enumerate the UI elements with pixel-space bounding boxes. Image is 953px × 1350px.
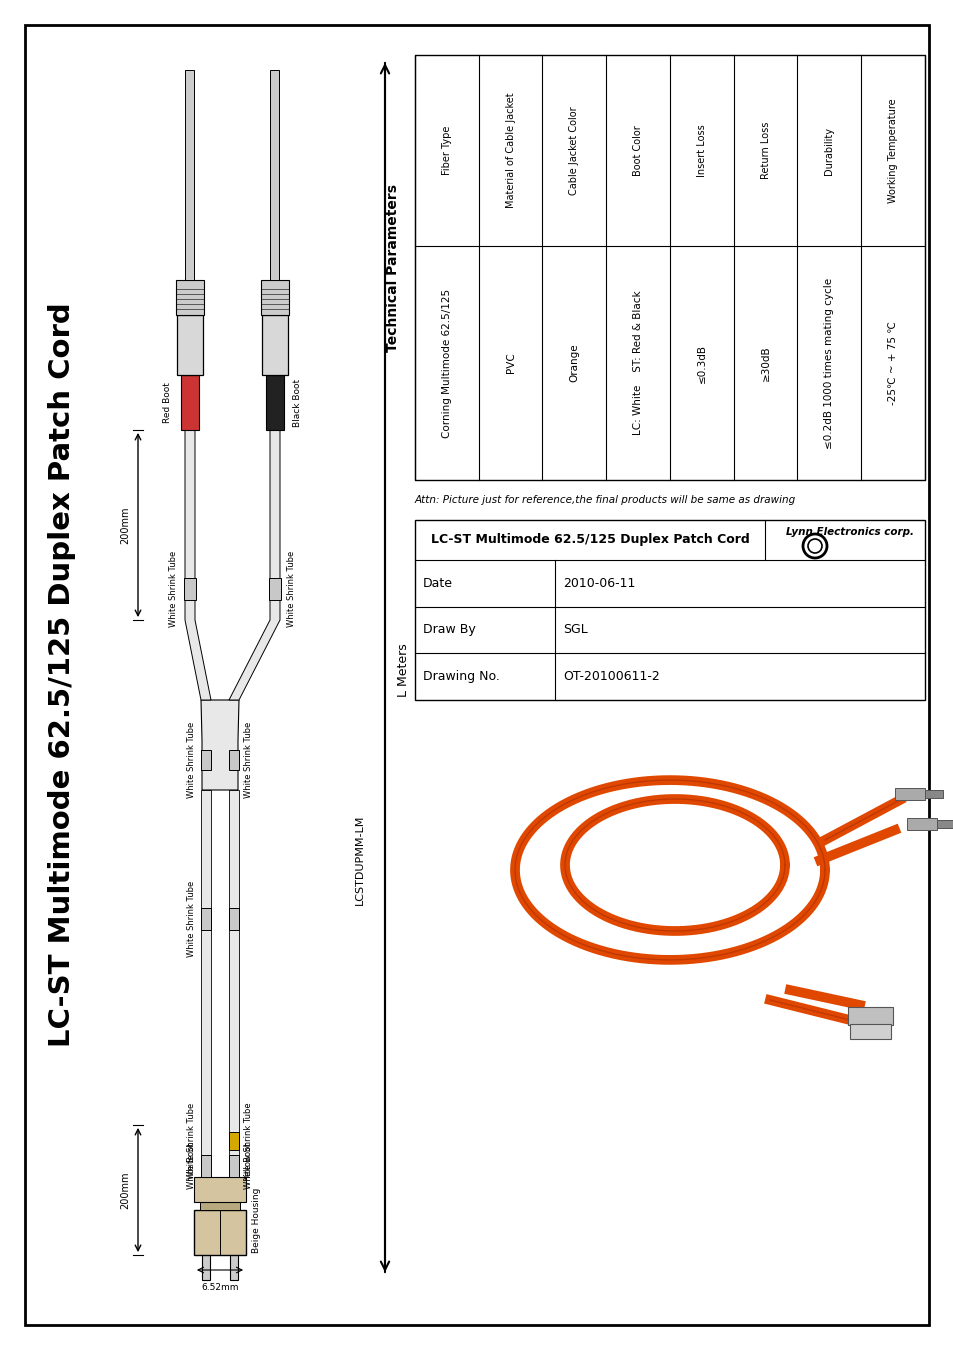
Text: White Shrink Tube: White Shrink Tube (244, 722, 253, 798)
Text: Draw By: Draw By (422, 624, 476, 636)
Bar (184, 578, 195, 599)
Bar (229, 1156, 239, 1177)
Bar (894, 788, 924, 801)
Bar (201, 909, 211, 930)
Bar (230, 1251, 237, 1280)
Text: Lynn Electronics corp.: Lynn Electronics corp. (785, 526, 913, 537)
Bar (175, 279, 204, 315)
Text: L Meters: L Meters (396, 643, 410, 697)
Text: Durability: Durability (823, 127, 834, 174)
Text: Technical Parameters: Technical Parameters (386, 184, 399, 351)
Polygon shape (229, 431, 280, 701)
Bar (261, 279, 289, 315)
Text: Material of Cable Jacket: Material of Cable Jacket (505, 93, 515, 208)
Text: -25℃ ~ + 75 ℃: -25℃ ~ + 75 ℃ (887, 321, 897, 405)
Bar (202, 1251, 210, 1280)
Text: Black Boot: Black Boot (293, 378, 302, 427)
Text: ≥30dB: ≥30dB (760, 346, 770, 381)
Text: Beige Housing: Beige Housing (252, 1187, 261, 1253)
Bar (271, 70, 279, 279)
Bar (201, 790, 211, 1156)
Text: LCSTDUPMM-LM: LCSTDUPMM-LM (355, 815, 365, 906)
Text: Return Loss: Return Loss (760, 122, 770, 180)
Text: White Boot: White Boot (187, 1142, 195, 1189)
Text: OT-20100611-2: OT-20100611-2 (562, 670, 659, 683)
Bar (185, 70, 194, 279)
Text: PVC: PVC (505, 352, 515, 374)
Text: Attn: Picture just for reference,the final products will be same as drawing: Attn: Picture just for reference,the fin… (415, 495, 796, 505)
Text: White Shrink Tube: White Shrink Tube (187, 1103, 195, 1179)
Bar (415, 520, 924, 701)
Bar (849, 1025, 890, 1040)
Bar (201, 1156, 211, 1177)
Text: Corning Multimode 62.5/125: Corning Multimode 62.5/125 (441, 289, 452, 437)
Bar (193, 1177, 246, 1202)
Text: White Shrink Tube: White Shrink Tube (169, 551, 178, 628)
Text: 2010-06-11: 2010-06-11 (562, 576, 635, 590)
Text: 200mm: 200mm (120, 506, 130, 544)
Text: LC: White    ST: Red & Black: LC: White ST: Red & Black (633, 290, 642, 436)
Text: Red Boot: Red Boot (163, 382, 172, 423)
Bar (266, 375, 284, 431)
Text: Orange: Orange (569, 344, 578, 382)
Bar (936, 819, 953, 828)
Text: Yellow Shrink Tube: Yellow Shrink Tube (244, 1102, 253, 1180)
Bar (229, 1133, 239, 1150)
Text: Date: Date (422, 576, 453, 590)
Bar (177, 315, 203, 375)
Text: 6.52mm: 6.52mm (201, 1282, 238, 1292)
Bar (181, 375, 199, 431)
Text: Insert Loss: Insert Loss (696, 124, 706, 177)
Bar (269, 578, 281, 599)
Text: White Shrink Tube: White Shrink Tube (187, 880, 195, 957)
Bar (415, 55, 924, 481)
Bar (924, 790, 942, 798)
Text: Fiber Type: Fiber Type (441, 126, 452, 176)
Bar (229, 751, 239, 769)
Text: White Boot: White Boot (244, 1142, 253, 1189)
Text: ≤0.2dB 1000 times mating cycle: ≤0.2dB 1000 times mating cycle (823, 278, 834, 448)
Text: Working Temperature: Working Temperature (887, 99, 897, 202)
Bar (847, 1007, 892, 1025)
Bar (193, 1210, 246, 1256)
Bar (229, 909, 239, 930)
Text: Boot Color: Boot Color (633, 126, 642, 176)
Text: LC-ST Multimode 62.5/125 Duplex Patch Cord: LC-ST Multimode 62.5/125 Duplex Patch Co… (48, 302, 76, 1048)
Polygon shape (185, 431, 211, 701)
Bar (201, 751, 211, 769)
Text: Drawing No.: Drawing No. (422, 670, 499, 683)
Polygon shape (201, 701, 239, 790)
Bar (229, 790, 239, 1156)
Text: ≤0.3dB: ≤0.3dB (696, 344, 706, 382)
Bar (262, 315, 288, 375)
Text: SGL: SGL (562, 624, 587, 636)
Bar (906, 818, 936, 830)
Text: 200mm: 200mm (120, 1172, 130, 1208)
Text: White Shrink Tube: White Shrink Tube (187, 722, 195, 798)
Text: Cable Jacket Color: Cable Jacket Color (569, 107, 578, 194)
Text: LC-ST Multimode 62.5/125 Duplex Patch Cord: LC-ST Multimode 62.5/125 Duplex Patch Co… (430, 533, 749, 547)
Text: White Shrink Tube: White Shrink Tube (287, 551, 295, 628)
Bar (200, 1202, 240, 1210)
